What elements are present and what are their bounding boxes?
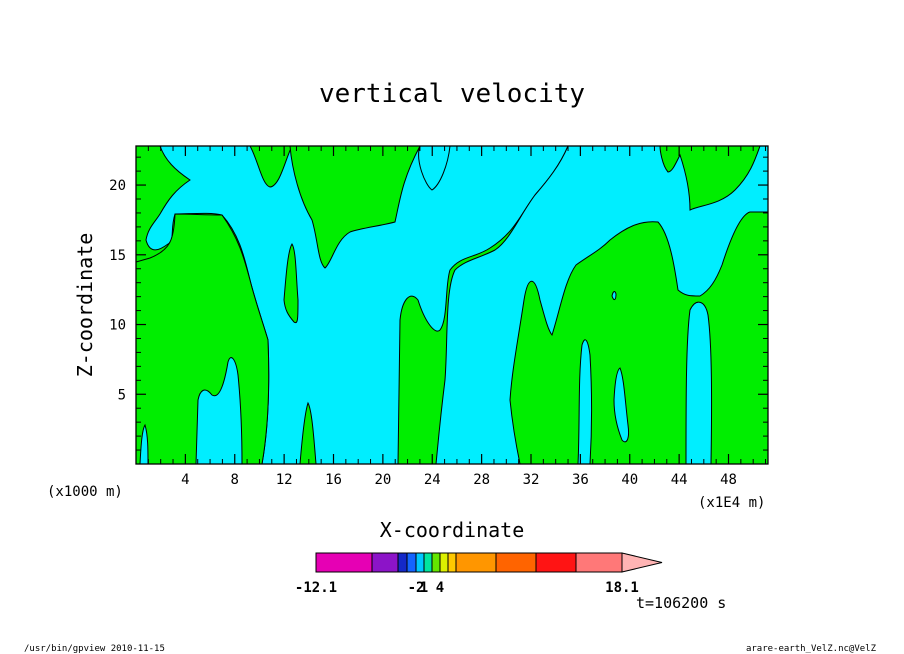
x-tick-label: 40 [621,472,638,488]
x-tick-label: 48 [720,472,737,488]
colorbar-labels: -12.1 -21 4 18.1 [295,580,639,596]
colorbar-segment [535,552,577,573]
plot-frame [135,145,769,465]
colorbar-segment [439,552,449,573]
x-tick-label: 36 [572,472,589,488]
x-tick-group: 4 8 12 16 20 24 28 32 36 40 44 48 [147,146,767,488]
colorbar-segment [447,552,457,573]
colorbar-tick-label: -2 [408,580,425,596]
negative-region-right [435,146,768,464]
x-tick-label: 28 [473,472,490,488]
colorbar-segment [575,552,623,573]
colorbar-segment [371,552,399,573]
colorbar-segment [315,552,373,573]
y-tick-label: 5 [118,387,126,403]
colorbar-tick-label: 18.1 [605,580,639,596]
positive-intrusion-upper [289,146,421,269]
colorbar-segment [397,552,408,573]
x-axis-unit-right: (x1E4 m) [698,495,765,511]
colorbar-segment [415,552,425,573]
colorbar [315,552,663,573]
negative-region-main [145,146,569,464]
x-tick-label: 44 [671,472,688,488]
negative-column-x39 [613,367,629,443]
colorbar-segment [423,552,433,573]
positive-column-x12 [283,243,299,324]
footer-right: arare-earth_VelZ.nc@VelZ [746,644,877,654]
negative-column-x4 [195,357,243,464]
y-tick-label: 10 [109,318,126,334]
colorbar-tick-label: 1 [420,580,428,596]
colorbar-segment [431,552,441,573]
colorbar-segment [455,552,497,573]
y-tick-group: 5 10 15 20 [109,156,768,451]
colorbar-tick-label: -12.1 [295,580,337,596]
y-axis-label: Z-coordinate [73,233,97,378]
x-tick-label: 4 [181,472,189,488]
x-tick-label: 8 [231,472,239,488]
x-tick-label: 32 [523,472,540,488]
x-tick-label: 24 [424,472,441,488]
y-tick-label: 20 [109,178,126,194]
colorbar-segment [406,552,417,573]
colorbar-tick-label: 4 [436,580,444,596]
negative-speck-x38 [611,291,617,301]
negative-column-x36 [577,339,592,464]
contour-field [136,146,768,464]
negative-sliver-x1 [139,423,149,464]
chart-title: vertical velocity [319,79,585,109]
x-tick-label: 20 [374,472,391,488]
colorbar-arrow [621,552,663,573]
time-label: t=106200 s [636,594,726,612]
negative-column-x46 [685,301,713,464]
x-tick-label: 12 [276,472,293,488]
x-axis-label: X-coordinate [380,518,525,542]
footer-left: /usr/bin/gpview 2010-11-15 [24,644,165,654]
colorbar-segment [495,552,537,573]
x-axis-unit-left: (x1000 m) [47,484,123,500]
x-tick-label: 16 [325,472,342,488]
y-tick-label: 15 [109,248,126,264]
positive-column-x14 [299,401,317,464]
